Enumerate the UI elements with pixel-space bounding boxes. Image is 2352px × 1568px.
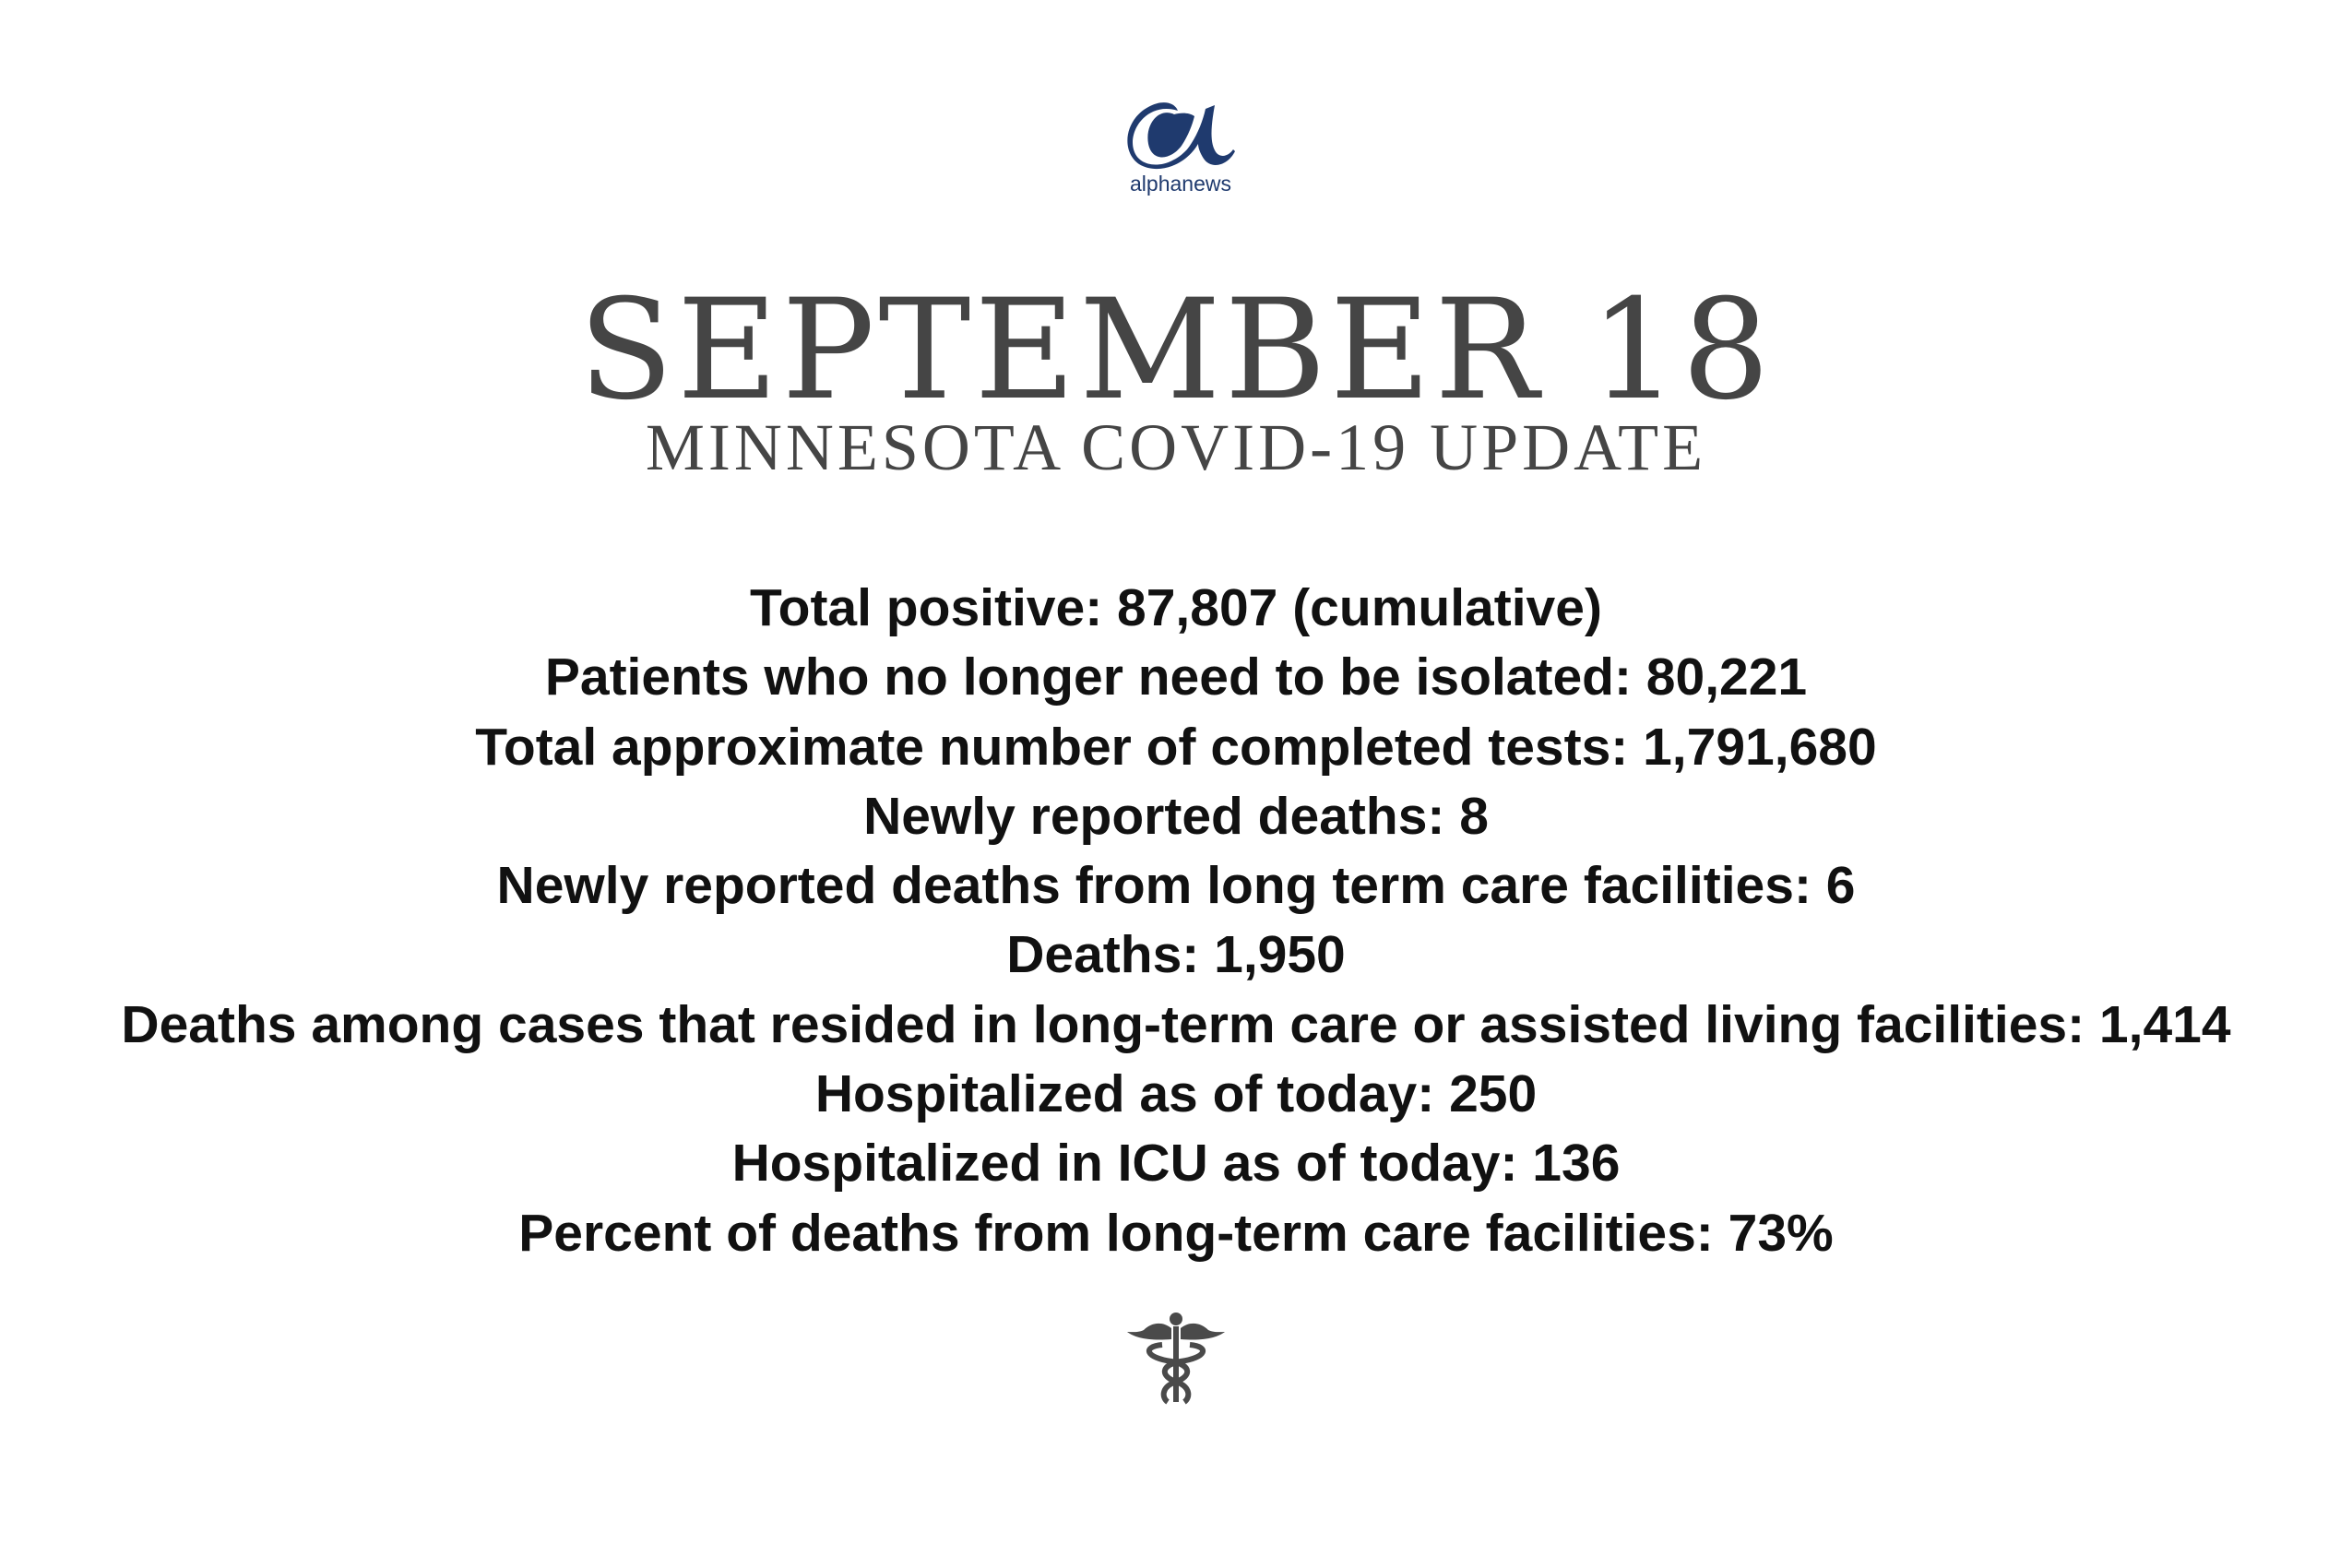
logo-wordmark: alphanews [1084, 172, 1277, 196]
alphanews-logo: alphanews [1084, 92, 1277, 212]
stat-no-longer-isolated: Patients who no longer need to be isolat… [544, 647, 1808, 707]
logo-prefix: alpha [1130, 172, 1182, 196]
stat-ltc-percent: Percent of deaths from long-term care fa… [518, 1203, 1834, 1263]
alpha-logo-icon [1127, 102, 1235, 170]
stats-list: Total positive: 87,807 (cumulative) Pati… [0, 574, 2352, 1268]
stat-icu: Hospitalized in ICU as of today: 136 [731, 1134, 1621, 1194]
stat-hospitalized: Hospitalized as of today: 250 [814, 1064, 1538, 1124]
stat-ltc-deaths: Deaths among cases that resided in long-… [121, 994, 2231, 1054]
stat-new-ltc-deaths: Newly reported deaths from long term car… [496, 856, 1856, 916]
stat-new-deaths: Newly reported deaths: 8 [863, 786, 1489, 846]
caduceus-icon [1125, 1310, 1227, 1416]
stat-total-positive: Total positive: 87,807 (cumulative) [750, 578, 1602, 637]
logo-suffix: news [1182, 172, 1231, 196]
stat-completed-tests: Total approximate number of completed te… [475, 717, 1877, 777]
page-subtitle: MINNESOTA COVID-19 UPDATE [645, 410, 1707, 484]
stat-deaths: Deaths: 1,950 [1006, 925, 1346, 985]
page-title: SEPTEMBER 18 [578, 270, 1774, 431]
